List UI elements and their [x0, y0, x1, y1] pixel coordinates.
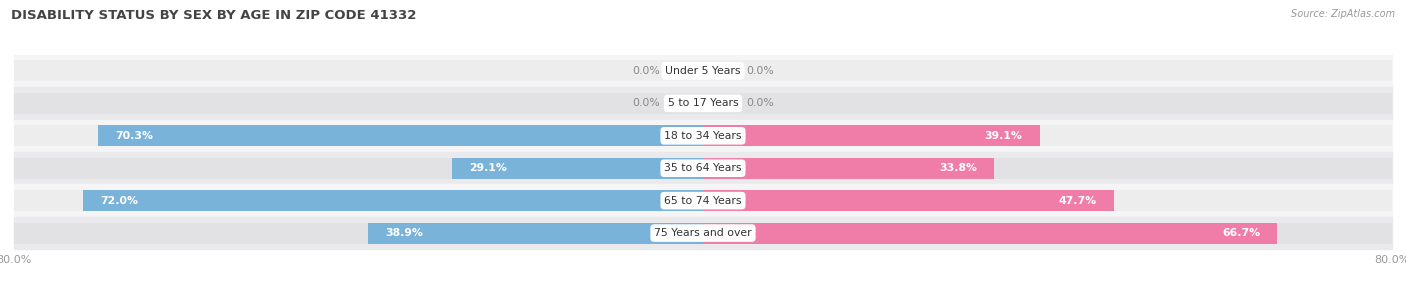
Text: 47.7%: 47.7%: [1059, 196, 1097, 206]
Text: 0.0%: 0.0%: [747, 66, 773, 76]
Bar: [14, 60, 703, 81]
Text: 66.7%: 66.7%: [1222, 228, 1260, 238]
Bar: [703, 190, 1392, 211]
Bar: [97, 125, 703, 146]
Text: 0.0%: 0.0%: [633, 98, 659, 108]
Text: 65 to 74 Years: 65 to 74 Years: [664, 196, 742, 206]
Bar: [14, 93, 703, 114]
Bar: [703, 125, 1039, 146]
Bar: [703, 223, 1392, 244]
Bar: [703, 223, 1278, 244]
Text: 35 to 64 Years: 35 to 64 Years: [664, 163, 742, 173]
Text: 18 to 34 Years: 18 to 34 Years: [664, 131, 742, 141]
Bar: [703, 125, 1392, 146]
Text: Under 5 Years: Under 5 Years: [665, 66, 741, 76]
Bar: [14, 217, 1392, 249]
Text: 39.1%: 39.1%: [984, 131, 1022, 141]
Bar: [14, 223, 703, 244]
Bar: [703, 158, 1392, 179]
Text: DISABILITY STATUS BY SEX BY AGE IN ZIP CODE 41332: DISABILITY STATUS BY SEX BY AGE IN ZIP C…: [11, 9, 416, 22]
Text: 70.3%: 70.3%: [115, 131, 153, 141]
Text: 0.0%: 0.0%: [747, 98, 773, 108]
Bar: [368, 223, 703, 244]
Bar: [14, 152, 1392, 185]
Bar: [83, 190, 703, 211]
Text: 75 Years and over: 75 Years and over: [654, 228, 752, 238]
Bar: [703, 60, 1392, 81]
Bar: [703, 158, 994, 179]
Bar: [14, 158, 703, 179]
Text: 29.1%: 29.1%: [470, 163, 508, 173]
Bar: [703, 190, 1114, 211]
Bar: [14, 190, 703, 211]
Text: 0.0%: 0.0%: [633, 66, 659, 76]
Bar: [14, 55, 1392, 87]
Bar: [14, 185, 1392, 217]
Text: 5 to 17 Years: 5 to 17 Years: [668, 98, 738, 108]
Text: 33.8%: 33.8%: [939, 163, 977, 173]
Text: 38.9%: 38.9%: [385, 228, 423, 238]
Bar: [14, 87, 1392, 119]
Bar: [703, 93, 1392, 114]
Bar: [14, 119, 1392, 152]
Text: Source: ZipAtlas.com: Source: ZipAtlas.com: [1291, 9, 1395, 19]
Bar: [14, 125, 703, 146]
Text: 72.0%: 72.0%: [100, 196, 138, 206]
Bar: [453, 158, 703, 179]
